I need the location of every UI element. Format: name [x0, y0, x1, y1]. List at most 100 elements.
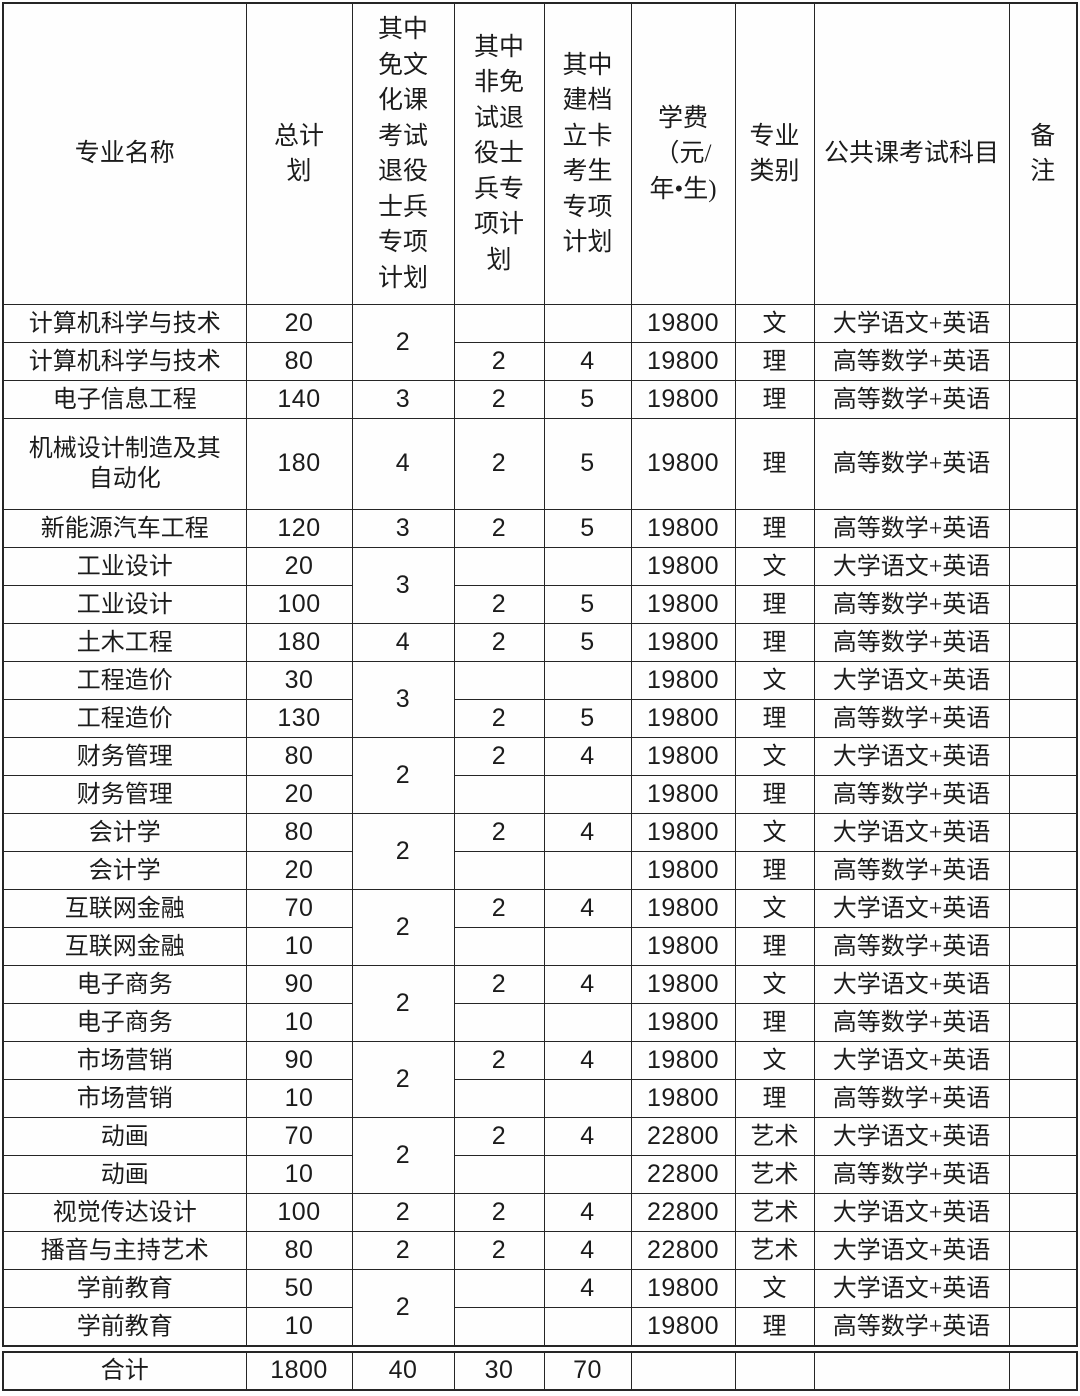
header-exam-subjects: 公共课考试科目	[813, 2, 1010, 305]
cell-remarks	[1008, 1003, 1078, 1042]
cell-exam-subjects: 高等数学+英语	[813, 775, 1010, 814]
table-row: 动画 70 2 2 4 22800 艺术 大学语文+英语	[2, 1117, 1078, 1194]
cell-major-name: 市场营销	[2, 1079, 247, 1118]
cell-archive-card-plan: 4	[543, 813, 632, 852]
cell-archive-card-plan: 4	[543, 889, 632, 928]
cell-remarks	[1008, 965, 1078, 1004]
cell-major-name: 动画	[2, 1117, 247, 1156]
table-row: 电子商务 10 19800 理高等数学+英语	[2, 1003, 1078, 1042]
cell-total-plan: 80	[245, 342, 353, 381]
cell-remarks	[1008, 1117, 1078, 1156]
cell-major-category: 理	[734, 509, 815, 548]
cell-major-category: 文	[734, 737, 815, 776]
cell-nonexempt-veteran-plan: 2	[453, 965, 545, 1004]
cell-major-name: 会计学	[2, 813, 247, 852]
cell-nonexempt-veteran-plan	[453, 851, 545, 890]
cell-tuition: 19800	[630, 1041, 736, 1080]
cell-nonexempt-veteran-plan	[453, 1155, 545, 1194]
cell-total-plan: 10	[245, 1003, 353, 1042]
cell-total-plan: 180	[245, 418, 353, 510]
cell-remarks	[1008, 1079, 1078, 1118]
cell-total-plan: 100	[245, 1193, 353, 1232]
cell-archive-card-plan: 70	[543, 1351, 632, 1391]
cell-remarks	[1008, 585, 1078, 624]
cell-exempt-veteran-plan: 2	[351, 304, 455, 381]
cell-major-category: 艺术	[734, 1117, 815, 1156]
cell-archive-card-plan: 4	[543, 1193, 632, 1232]
cell-major-category: 文	[734, 1041, 815, 1080]
cell-exam-subjects: 高等数学+英语	[813, 585, 1010, 624]
cell-remarks	[1008, 623, 1078, 662]
cell-nonexempt-veteran-plan: 2	[453, 380, 545, 419]
cell-exempt-veteran-plan: 4	[351, 623, 455, 662]
cell-remarks	[1008, 1351, 1078, 1391]
cell-major-name: 市场营销	[2, 1041, 247, 1080]
cell-major-category: 文	[734, 1269, 815, 1308]
cell-exam-subjects: 高等数学+英语	[813, 1003, 1010, 1042]
cell-major-category: 理	[734, 342, 815, 381]
cell-archive-card-plan: 5	[543, 699, 632, 738]
cell-exempt-veteran-plan: 3	[351, 380, 455, 419]
cell-archive-card-plan	[543, 661, 632, 700]
cell-major-name: 工程造价	[2, 661, 247, 700]
cell-archive-card-plan: 4	[543, 1117, 632, 1156]
cell-exam-subjects: 大学语文+英语	[813, 813, 1010, 852]
cell-major-category: 文	[734, 661, 815, 700]
cell-tuition: 19800	[630, 547, 736, 586]
cell-major-name: 动画	[2, 1155, 247, 1194]
cell-exempt-veteran-plan: 3	[351, 547, 455, 624]
cell-exam-subjects: 大学语文+英语	[813, 965, 1010, 1004]
cell-remarks	[1008, 661, 1078, 700]
cell-archive-card-plan	[543, 1155, 632, 1194]
cell-tuition: 19800	[630, 623, 736, 662]
cell-exempt-veteran-plan: 2	[351, 1041, 455, 1118]
cell-exempt-veteran-plan: 2	[351, 1231, 455, 1270]
cell-total-plan: 10	[245, 1079, 353, 1118]
cell-nonexempt-veteran-plan: 30	[453, 1351, 545, 1391]
cell-nonexempt-veteran-plan	[453, 1003, 545, 1042]
cell-exam-subjects: 高等数学+英语	[813, 1155, 1010, 1194]
table-row: 新能源汽车工程 120 3 2 5 19800 理高等数学+英语	[2, 509, 1078, 548]
cell-total-plan: 70	[245, 1117, 353, 1156]
cell-nonexempt-veteran-plan: 2	[453, 1041, 545, 1080]
cell-major-category: 理	[734, 1307, 815, 1347]
cell-nonexempt-veteran-plan	[453, 661, 545, 700]
cell-archive-card-plan: 5	[543, 509, 632, 548]
table-row: 工程造价 130 2 5 19800 理高等数学+英语	[2, 699, 1078, 738]
table-row: 工业设计 20 3 19800 文大学语文+英语	[2, 547, 1078, 624]
cell-total-plan: 100	[245, 585, 353, 624]
cell-exam-subjects: 大学语文+英语	[813, 1117, 1010, 1156]
cell-remarks	[1008, 737, 1078, 776]
cell-major-name: 学前教育	[2, 1269, 247, 1308]
table-row: 财务管理 80 2 2 4 19800 文大学语文+英语	[2, 737, 1078, 814]
cell-major-category: 理	[734, 418, 815, 510]
cell-major-name: 电子信息工程	[2, 380, 247, 419]
cell-nonexempt-veteran-plan: 2	[453, 1193, 545, 1232]
cell-tuition: 19800	[630, 851, 736, 890]
cell-nonexempt-veteran-plan: 2	[453, 342, 545, 381]
cell-archive-card-plan: 4	[543, 1269, 632, 1308]
cell-major-category: 理	[734, 699, 815, 738]
cell-exempt-veteran-plan: 2	[351, 965, 455, 1042]
cell-total-plan: 20	[245, 547, 353, 586]
cell-tuition: 19800	[630, 380, 736, 419]
cell-archive-card-plan: 5	[543, 380, 632, 419]
cell-nonexempt-veteran-plan: 2	[453, 737, 545, 776]
cell-total-plan: 130	[245, 699, 353, 738]
table-row: 会计学 20 19800 理高等数学+英语	[2, 851, 1078, 890]
cell-remarks	[1008, 304, 1078, 343]
cell-total-plan: 10	[245, 927, 353, 966]
cell-exempt-veteran-plan: 40	[351, 1351, 455, 1391]
cell-tuition: 19800	[630, 775, 736, 814]
cell-total-plan: 70	[245, 889, 353, 928]
cell-total-plan: 180	[245, 623, 353, 662]
cell-exempt-veteran-plan: 3	[351, 509, 455, 548]
cell-exam-subjects: 高等数学+英语	[813, 927, 1010, 966]
cell-nonexempt-veteran-plan: 2	[453, 699, 545, 738]
cell-major-category: 理	[734, 851, 815, 890]
cell-major-name: 机械设计制造及其 自动化	[2, 418, 247, 510]
total-row: 合计 1800 40 30 70	[2, 1351, 1078, 1391]
cell-exam-subjects: 高等数学+英语	[813, 1307, 1010, 1347]
cell-total-plan: 120	[245, 509, 353, 548]
cell-major-category: 理	[734, 623, 815, 662]
